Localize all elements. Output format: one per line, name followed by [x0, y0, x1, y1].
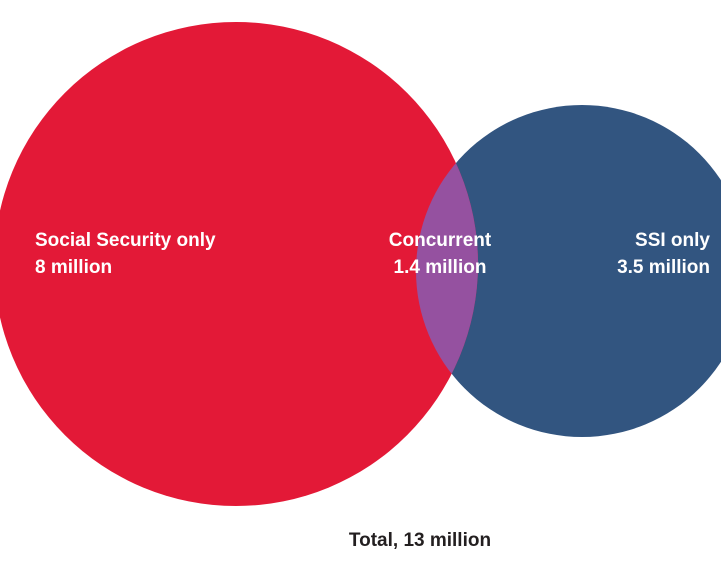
ssi-only-label: SSI only [635, 230, 710, 251]
social-security-only-value: 8 million [35, 257, 112, 278]
ssi-circle [416, 105, 721, 437]
concurrent-label: Concurrent [389, 230, 492, 251]
ssi-only-value: 3.5 million [617, 257, 710, 278]
social-security-circle [0, 22, 478, 506]
total-caption: Total, 13 million [348, 530, 492, 551]
concurrent-value: 1.4 million [394, 257, 487, 278]
social-security-only-label: Social Security only [35, 230, 216, 251]
